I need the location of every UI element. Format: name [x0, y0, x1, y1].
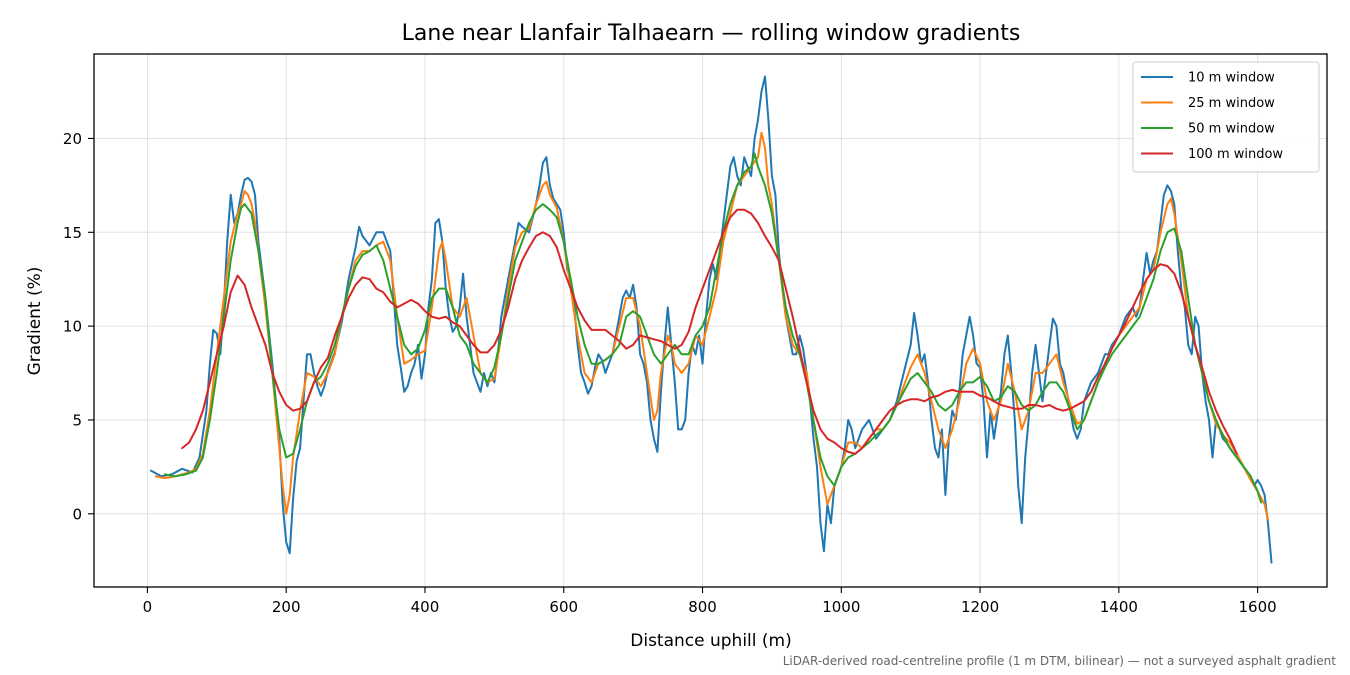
legend-label-4: 100 m window — [1188, 147, 1283, 162]
legend-label-1: 10 m window — [1188, 71, 1275, 86]
legend: 10 m window 25 m window 50 m window 100 m w… — [1132, 61, 1320, 173]
series-line-4 — [181, 208, 1238, 455]
footnote: LiDAR-derived road-centreline profile (1… — [783, 654, 1337, 668]
chart-title: Lane near Llanfair Talhaearn — rolling w… — [402, 21, 1021, 46]
x-tick-label: 200 — [272, 598, 301, 616]
x-tick-label: 600 — [549, 598, 578, 616]
x-tick-label: 1400 — [1100, 598, 1138, 616]
legend-label-2: 25 m window — [1188, 96, 1275, 111]
x-tick-label: 1600 — [1239, 598, 1277, 616]
y-tick-label: 0 — [72, 505, 82, 523]
series-line-2 — [154, 131, 1269, 521]
x-axis-label: Distance uphill (m) — [630, 631, 791, 651]
y-axis-label: Gradient (%) — [25, 267, 45, 376]
plot-frame — [93, 53, 1328, 588]
y-tick-label: 10 — [63, 318, 82, 336]
legend-box — [1132, 61, 1320, 173]
x-tick-label: 800 — [688, 598, 717, 616]
y-tick-label: 15 — [63, 224, 82, 242]
series-lines — [149, 75, 1273, 564]
legend-label-3: 50 m window — [1188, 122, 1275, 137]
x-tick-label: 1200 — [961, 598, 999, 616]
y-tick-label: 20 — [63, 130, 82, 148]
x-tick-label: 0 — [143, 598, 153, 616]
x-tick-label: 1000 — [822, 598, 860, 616]
series-line-3 — [163, 152, 1263, 504]
x-tick-label: 400 — [411, 598, 440, 616]
axis-ticks: 0 200 400 600 800 1000 1200 1400 1600 0 5 10 15 20 — [63, 130, 1277, 616]
y-tick-label: 5 — [72, 411, 82, 429]
